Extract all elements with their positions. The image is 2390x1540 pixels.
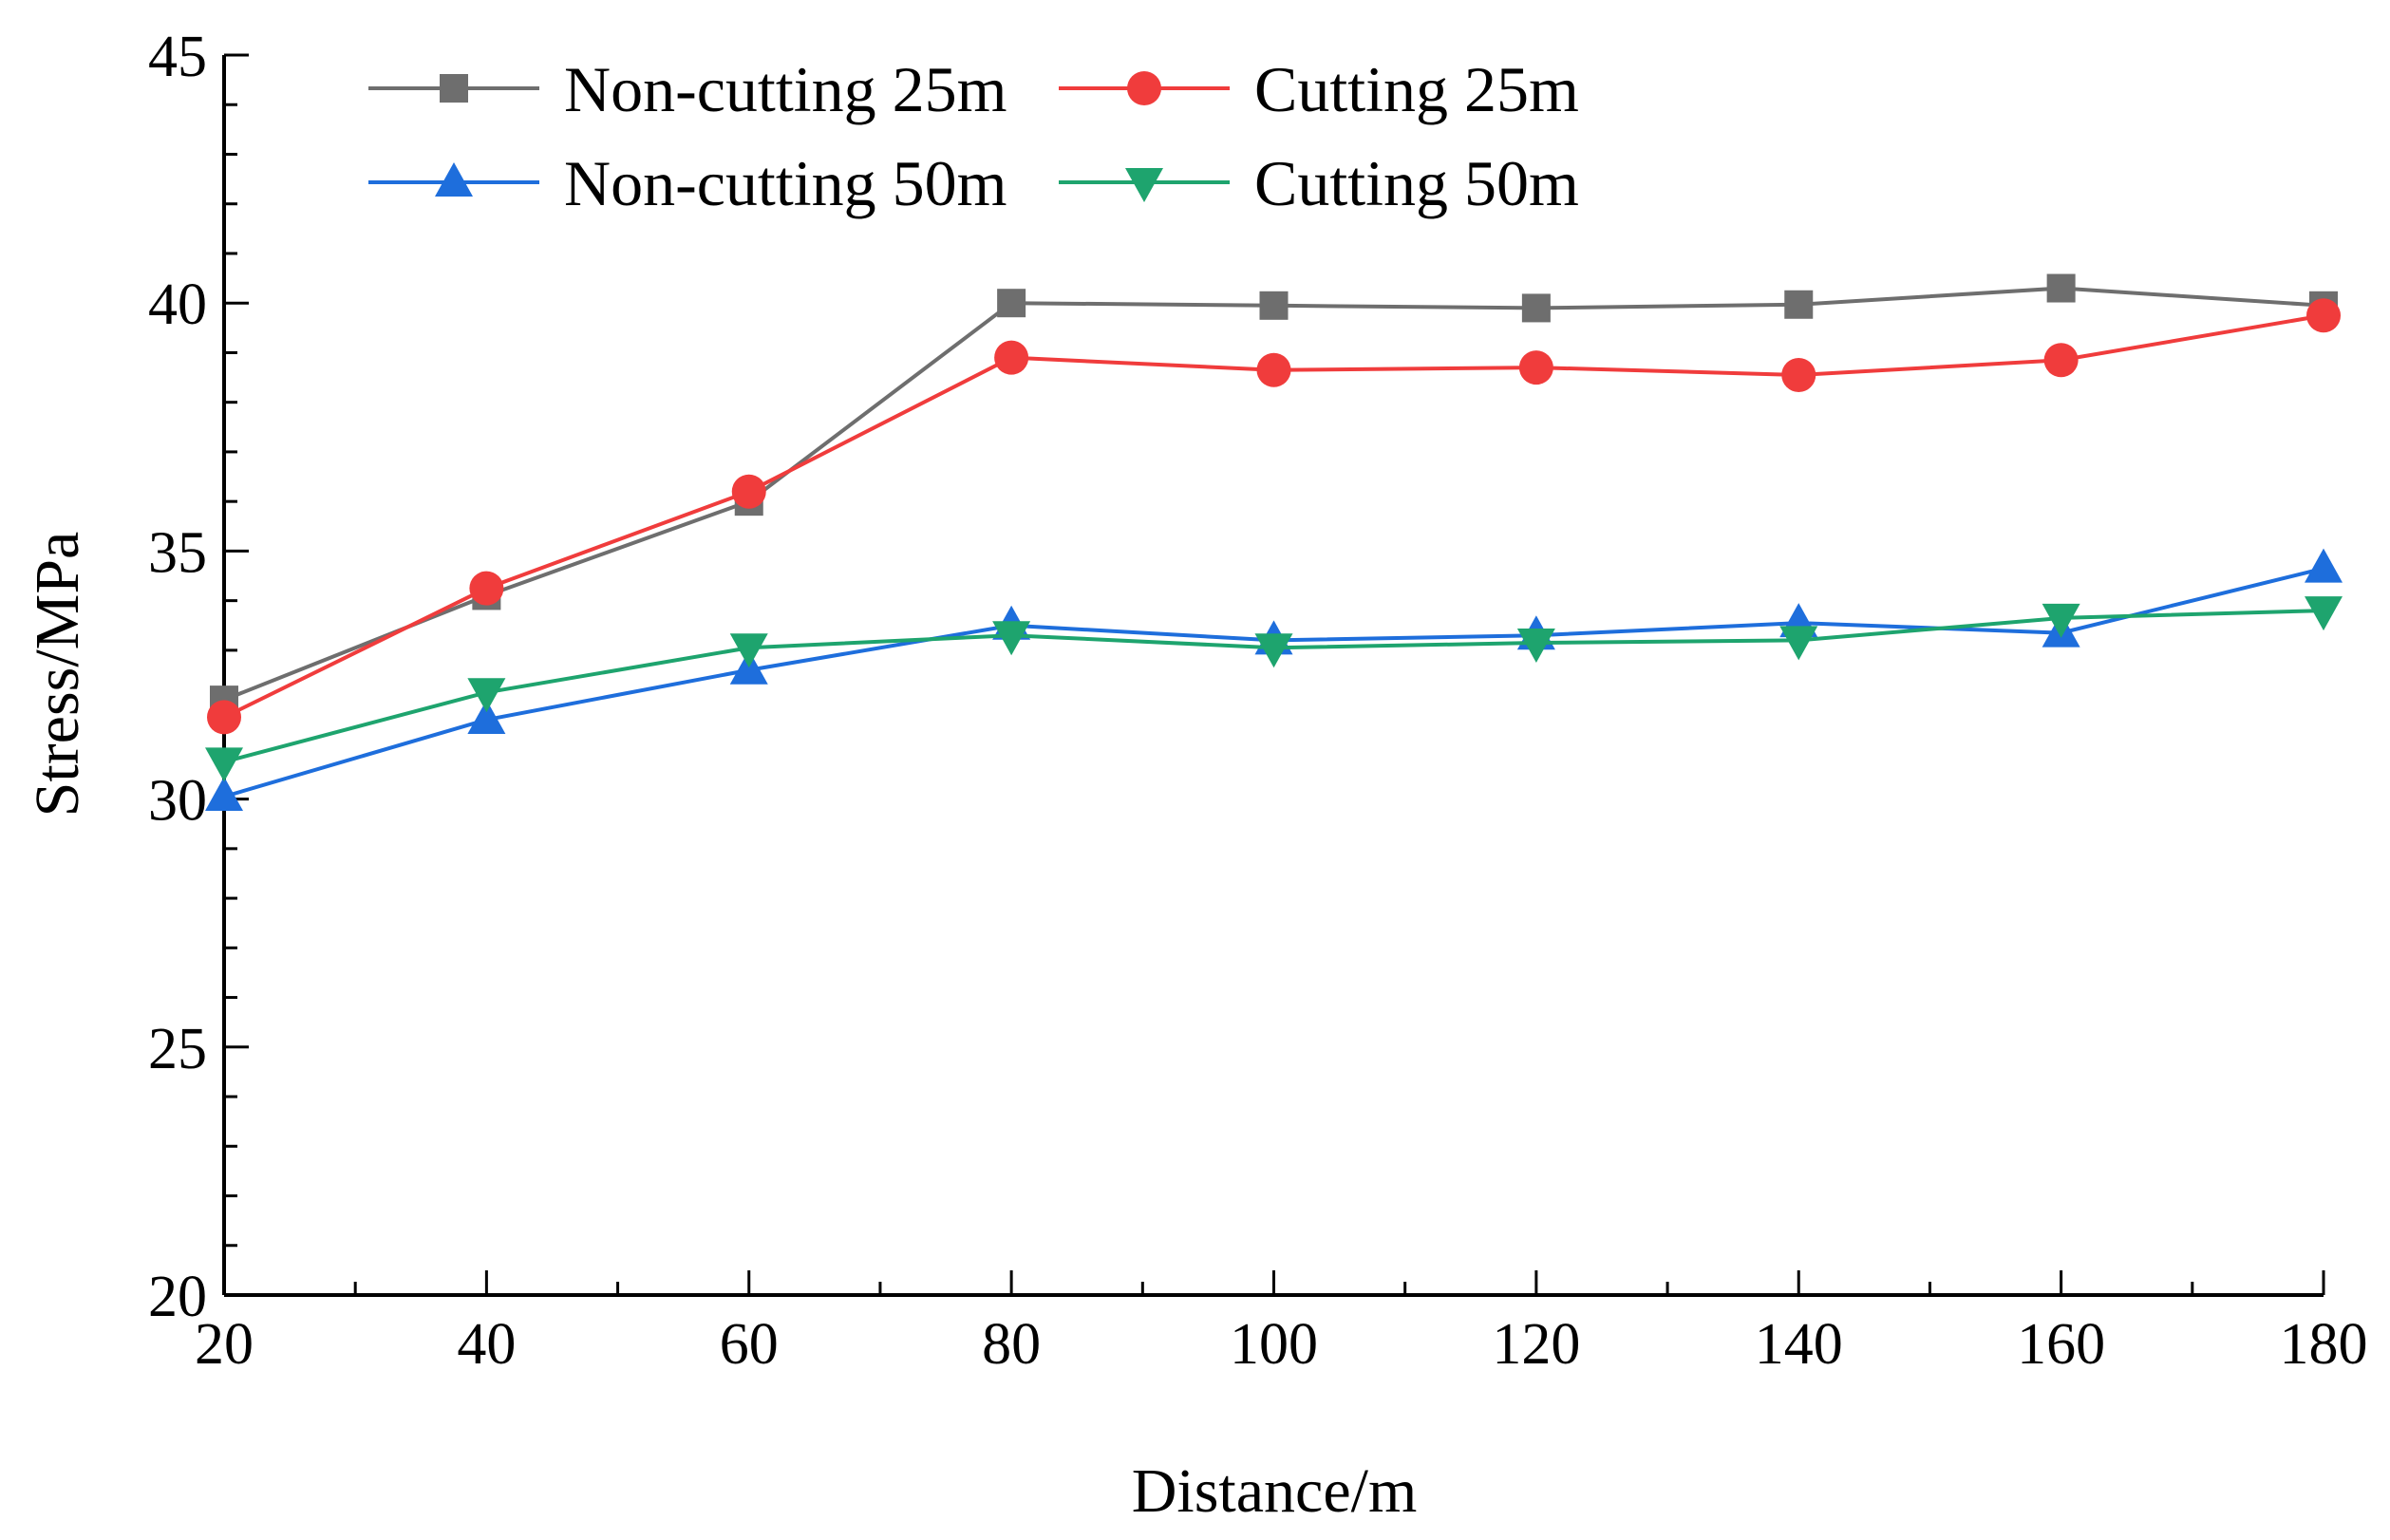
legend-label: Non-cutting 25m: [564, 53, 1007, 125]
y-tick-label: 25: [148, 1017, 207, 1081]
x-tick-label: 60: [720, 1312, 779, 1377]
x-tick-label: 160: [2017, 1312, 2105, 1377]
data-point-marker: [467, 678, 506, 713]
series-layer: [205, 273, 2343, 811]
data-point-marker: [992, 621, 1031, 656]
y-axis-title: Stress/MPa: [23, 532, 92, 817]
data-point-marker: [205, 776, 243, 811]
series-4: [205, 596, 2343, 782]
legend-label: Cutting 50m: [1254, 147, 1579, 219]
data-point-marker: [2046, 273, 2076, 303]
legend-marker: [1125, 168, 1163, 202]
legend-label: Cutting 25m: [1254, 53, 1579, 125]
data-point-marker: [731, 474, 766, 509]
legend-entry-1: Non-cutting 25m: [368, 53, 1007, 125]
legend-marker: [435, 162, 473, 197]
data-point-marker: [207, 700, 241, 735]
data-point-marker: [994, 340, 1029, 375]
x-tick-label: 20: [195, 1312, 254, 1377]
data-point-marker: [997, 289, 1026, 318]
x-tick-label: 180: [2280, 1312, 2368, 1377]
data-point-marker: [205, 747, 243, 782]
data-point-marker: [1781, 357, 1816, 392]
data-point-marker: [467, 700, 506, 735]
series-2: [207, 298, 2341, 735]
y-tick-label: 35: [148, 520, 207, 585]
x-tick-label: 140: [1755, 1312, 1843, 1377]
data-point-marker: [729, 633, 768, 668]
legend-entry-2: Cutting 25m: [1059, 53, 1579, 125]
data-point-marker: [2305, 596, 2343, 631]
y-tick-label: 45: [148, 25, 207, 89]
axes: 20 40 60 80 100 120 140 160 180 20 25 30 35 40 45: [148, 25, 2368, 1377]
x-tick-label: 40: [457, 1312, 516, 1377]
data-point-marker: [1779, 626, 1818, 661]
data-point-marker: [1516, 629, 1555, 664]
x-axis-title: Distance/m: [1132, 1456, 1418, 1526]
data-point-marker: [1784, 290, 1814, 319]
series-3: [205, 548, 2343, 811]
data-point-marker: [1259, 291, 1289, 320]
y-tick-label: 30: [148, 769, 207, 834]
data-point-marker: [1521, 293, 1551, 323]
data-point-marker: [2305, 548, 2343, 583]
data-point-marker: [1256, 352, 1291, 387]
legend-marker: [1127, 71, 1161, 105]
y-tick-label: 20: [148, 1265, 207, 1329]
data-point-marker: [1518, 350, 1553, 385]
x-tick-label: 120: [1492, 1312, 1580, 1377]
data-point-marker: [2042, 603, 2080, 638]
data-point-marker: [2306, 298, 2341, 333]
x-tick-label: 100: [1230, 1312, 1318, 1377]
legend-marker: [440, 74, 468, 103]
x-tick-label: 80: [982, 1312, 1041, 1377]
legend-entry-4: Cutting 50m: [1059, 147, 1579, 219]
y-tick-label: 40: [148, 272, 207, 337]
legend-entry-3: Non-cutting 50m: [368, 147, 1007, 219]
data-point-marker: [1254, 633, 1293, 668]
legend: Non-cutting 25m Cutting 25m Non-cutting 50…: [368, 53, 1579, 219]
data-point-marker: [2043, 343, 2079, 378]
legend-label: Non-cutting 50m: [564, 147, 1007, 219]
data-point-marker: [469, 571, 504, 606]
